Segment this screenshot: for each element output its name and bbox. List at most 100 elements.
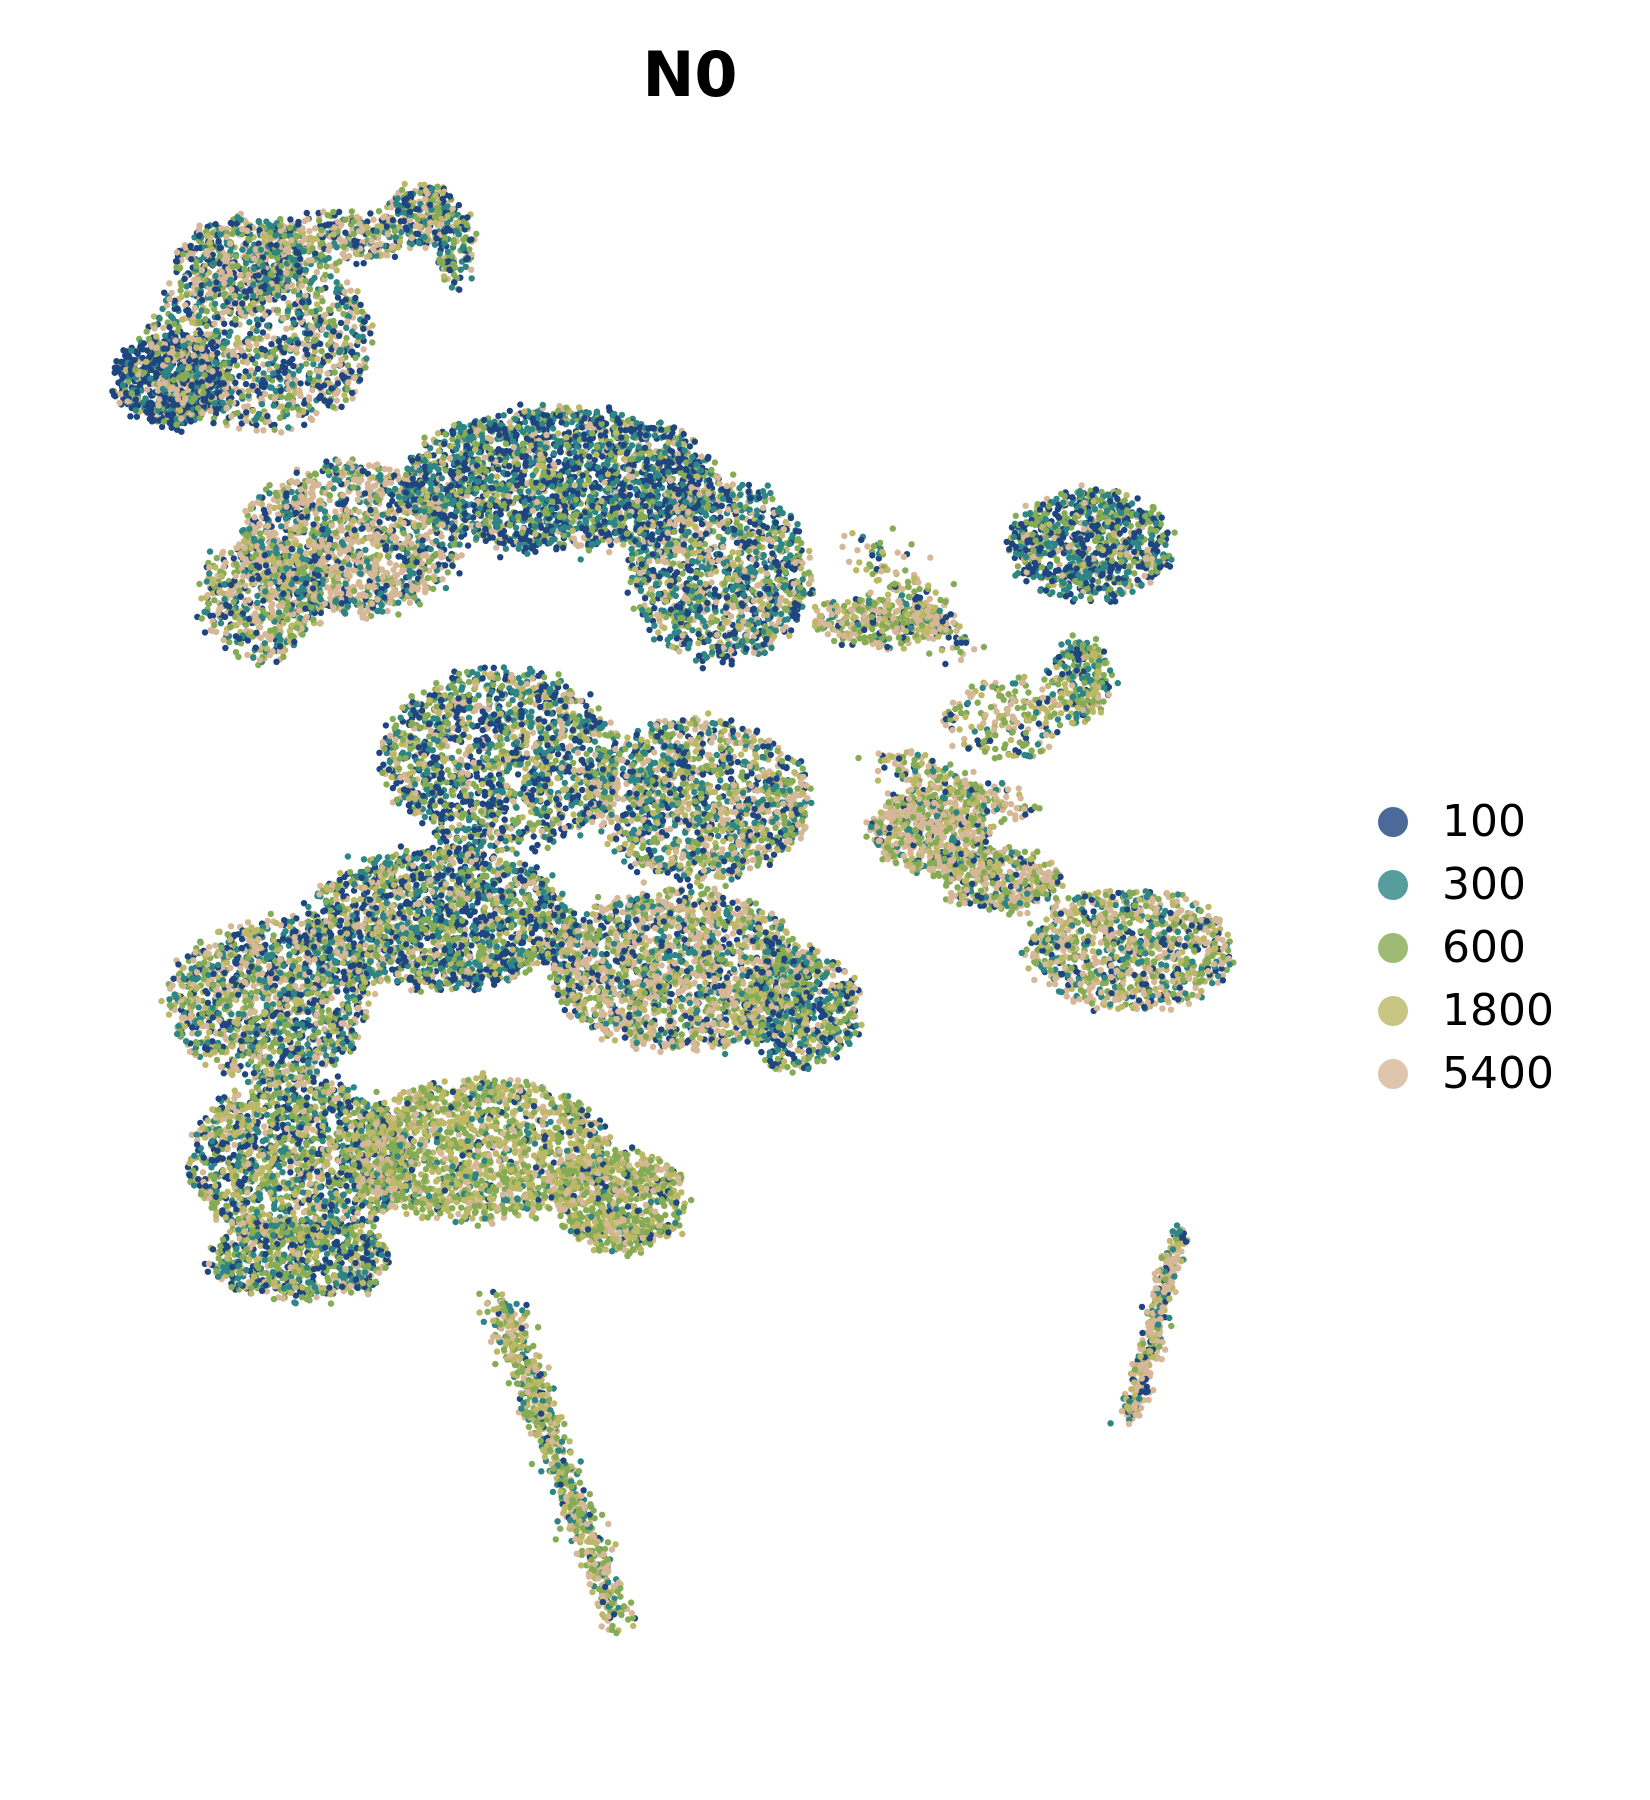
data-point xyxy=(344,524,352,531)
data-point xyxy=(367,210,374,217)
data-point xyxy=(464,255,471,262)
data-point xyxy=(319,326,326,333)
data-point xyxy=(253,421,260,429)
data-point xyxy=(230,555,237,562)
data-point xyxy=(248,367,255,374)
data-point xyxy=(363,515,370,522)
data-point xyxy=(301,400,308,407)
data-point xyxy=(451,264,459,271)
data-point xyxy=(283,394,291,402)
data-point xyxy=(217,620,225,627)
data-point xyxy=(313,301,321,308)
data-point xyxy=(455,201,463,209)
data-point xyxy=(191,394,198,401)
data-point xyxy=(347,287,354,294)
data-point xyxy=(325,468,332,475)
data-point xyxy=(188,381,195,389)
data-point xyxy=(364,218,371,225)
data-point xyxy=(390,472,398,479)
data-point xyxy=(218,393,225,400)
data-point xyxy=(278,523,285,530)
data-point xyxy=(223,233,230,241)
data-point xyxy=(321,515,329,522)
data-point xyxy=(277,387,284,394)
data-point xyxy=(249,407,256,415)
data-point xyxy=(211,320,218,327)
data-point xyxy=(147,375,154,382)
data-point xyxy=(426,226,433,233)
data-point xyxy=(213,279,220,286)
data-point xyxy=(227,328,234,335)
data-point xyxy=(143,408,151,415)
data-point xyxy=(326,491,333,499)
data-point xyxy=(253,316,261,323)
data-point xyxy=(353,260,360,268)
data-point xyxy=(287,216,294,223)
data-point xyxy=(152,373,160,380)
data-point xyxy=(241,265,248,273)
data-point xyxy=(259,607,266,614)
data-point xyxy=(203,331,211,338)
data-point xyxy=(275,602,283,610)
data-point xyxy=(318,558,325,565)
data-point xyxy=(281,369,288,376)
data-point xyxy=(312,225,319,232)
data-point xyxy=(242,507,249,515)
data-point xyxy=(203,250,210,258)
data-point xyxy=(294,262,301,269)
data-point xyxy=(244,359,251,366)
data-point xyxy=(245,596,252,604)
data-point xyxy=(439,576,446,583)
data-point xyxy=(430,563,437,570)
data-point xyxy=(266,235,273,242)
data-point xyxy=(254,387,261,395)
data-point xyxy=(284,616,291,623)
data-point xyxy=(220,563,227,570)
data-point xyxy=(178,293,185,301)
data-point xyxy=(302,605,309,612)
data-point xyxy=(439,189,446,197)
data-point xyxy=(421,181,428,188)
data-point xyxy=(386,599,394,606)
data-point xyxy=(351,597,358,605)
data-point xyxy=(294,478,301,486)
data-point xyxy=(169,315,176,322)
data-point xyxy=(372,493,380,500)
data-point xyxy=(321,508,329,515)
data-point xyxy=(201,608,208,616)
data-point xyxy=(176,407,184,414)
data-point xyxy=(340,492,347,499)
data-point xyxy=(406,599,414,606)
data-point xyxy=(262,391,269,398)
data-point xyxy=(344,603,352,610)
data-point xyxy=(162,332,169,339)
data-point xyxy=(432,192,439,199)
data-point xyxy=(344,464,351,472)
data-point xyxy=(374,596,381,603)
data-point xyxy=(345,379,352,386)
data-point xyxy=(227,549,235,557)
data-point xyxy=(326,398,334,405)
data-point xyxy=(282,515,290,522)
data-point xyxy=(306,330,314,337)
data-point xyxy=(205,600,213,607)
data-point xyxy=(338,590,345,597)
data-point xyxy=(317,317,324,324)
data-point xyxy=(440,273,448,280)
data-point xyxy=(348,368,355,375)
data-point xyxy=(312,471,320,478)
data-point xyxy=(343,507,350,514)
data-point xyxy=(244,227,251,235)
data-point xyxy=(410,570,417,577)
data-point xyxy=(307,308,315,315)
data-point xyxy=(348,208,355,215)
data-point xyxy=(109,388,116,395)
data-point xyxy=(304,498,311,505)
data-point xyxy=(302,550,309,557)
data-point xyxy=(256,656,264,664)
data-point xyxy=(358,308,366,315)
data-point xyxy=(323,458,330,465)
data-point xyxy=(377,471,384,479)
data-point xyxy=(316,263,324,270)
